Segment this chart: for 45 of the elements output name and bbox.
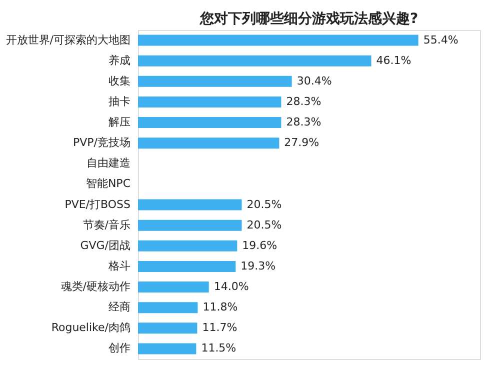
y-tick-label: 智能NPC [86, 177, 131, 190]
data-label: 46.1% [376, 54, 412, 67]
data-label: 20.5% [246, 198, 282, 211]
data-label: 30.4% [296, 74, 332, 88]
y-tick-label: PVP/竞技场 [73, 136, 130, 150]
data-label: 55.4% [423, 33, 458, 46]
data-label: 11.7% [202, 321, 238, 334]
bar [138, 302, 198, 314]
y-tick-label: 节奏/音乐 [82, 218, 130, 232]
data-label: 11.5% [201, 342, 236, 355]
data-label: 11.8% [202, 300, 238, 314]
y-tick-label: 解压 [108, 116, 130, 129]
y-tick-label: GVG/团战 [80, 238, 130, 252]
data-label: 14.0% [214, 280, 249, 294]
bar [138, 343, 196, 354]
bar [138, 138, 280, 149]
y-tick-label: 魂类/硬核动作 [60, 280, 130, 294]
y-tick-label: Roguelike/肉鸽 [51, 321, 130, 334]
y-tick-label: 自由建造 [86, 156, 130, 170]
bar [138, 55, 372, 66]
bar [138, 220, 242, 231]
y-tick-label: 抽卡 [108, 94, 130, 108]
y-tick-label: 收集 [108, 74, 130, 88]
bar [138, 96, 282, 108]
data-label: 19.3% [240, 259, 276, 272]
bar [138, 199, 242, 210]
bar [138, 282, 209, 293]
data-label: 28.3% [286, 94, 322, 108]
y-tick-label: 经商 [108, 300, 130, 314]
y-tick-label: PVE/打BOSS [64, 198, 131, 211]
bar [138, 322, 198, 334]
y-tick-label: 开放世界/可探索的大地图 [6, 33, 130, 46]
data-label: 28.3% [286, 116, 322, 129]
bar [138, 260, 236, 272]
chart-title: 您对下列哪些细分游戏玩法感兴趣? [198, 10, 418, 27]
y-tick-label: 格斗 [108, 259, 130, 272]
bar [138, 76, 292, 87]
bar [138, 34, 418, 46]
bar [138, 240, 238, 252]
data-label: 19.6% [242, 238, 278, 252]
data-label: 27.9% [284, 136, 320, 150]
bar [138, 117, 282, 128]
y-tick-label: 创作 [108, 342, 130, 355]
data-label: 20.5% [246, 218, 282, 232]
y-tick-label: 养成 [108, 54, 130, 67]
